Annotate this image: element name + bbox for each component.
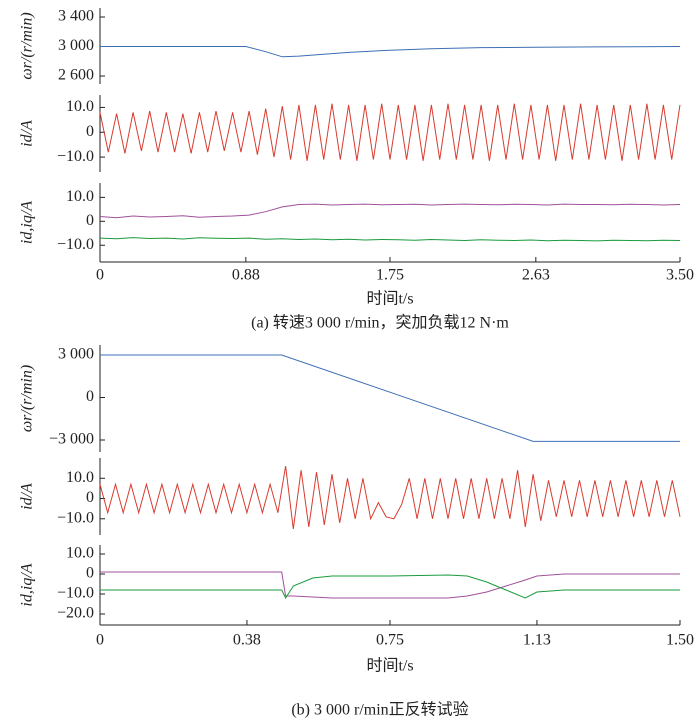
x-tick-label: 3.50 — [666, 267, 694, 284]
y-axis-label: id,iq/A — [19, 563, 36, 606]
y-tick-label: −10.0 — [57, 509, 94, 526]
data-line — [100, 574, 680, 600]
y-axis-label: id,iq/A — [19, 201, 36, 244]
data-line — [99, 466, 681, 529]
y-tick-label: 3 000 — [58, 346, 94, 363]
x-tick-label: 0.88 — [232, 267, 260, 284]
y-tick-label: −3 000 — [49, 431, 94, 448]
x-axis-label: 时间t/s — [366, 290, 413, 308]
y-tick-label: −10.0 — [57, 236, 94, 253]
data-line — [100, 46, 681, 58]
y-tick-label: −20.0 — [57, 605, 94, 622]
y-tick-label: −10.0 — [57, 585, 94, 602]
y-tick-label: 0 — [86, 212, 94, 229]
y-tick-label: 0 — [86, 123, 94, 140]
y-tick-label: −10.0 — [57, 148, 94, 165]
x-axis-label: 时间t/s — [366, 657, 413, 675]
x-tick-label: 0.38 — [233, 632, 261, 649]
x-tick-label: 2.63 — [522, 267, 550, 284]
y-axis-label: ωr/(r/min) — [19, 12, 36, 79]
x-tick-label: 0 — [96, 267, 104, 284]
y-tick-label: 10.0 — [66, 469, 94, 486]
y-axis-label: ωr/(r/min) — [19, 365, 36, 432]
data-line — [99, 103, 681, 161]
x-tick-label: 0 — [96, 632, 104, 649]
x-tick-label: 1.13 — [523, 632, 551, 649]
y-tick-label: 2 600 — [58, 67, 94, 84]
y-tick-label: 10.0 — [66, 545, 94, 562]
y-tick-label: 10.0 — [66, 98, 94, 115]
y-axis-label: id/A — [19, 120, 36, 147]
caption: (b) 3 000 r/min正反转试验 — [291, 701, 468, 719]
y-tick-label: 3 000 — [58, 37, 94, 54]
y-tick-label: 0 — [86, 489, 94, 506]
x-tick-label: 1.75 — [376, 267, 404, 284]
y-tick-label: 10.0 — [66, 188, 94, 205]
data-line — [100, 571, 680, 599]
y-axis-label: id/A — [19, 483, 36, 510]
x-tick-label: 1.50 — [666, 632, 694, 649]
y-tick-label: 3 400 — [58, 8, 94, 25]
data-line — [99, 203, 681, 219]
data-line — [99, 237, 681, 242]
caption: (a) 转速3 000 r/min，突加负载12 N·m — [251, 314, 509, 332]
data-line — [100, 354, 680, 442]
y-tick-label: 0 — [86, 388, 94, 405]
x-tick-label: 0.75 — [376, 632, 404, 649]
y-tick-label: 0 — [86, 565, 94, 582]
